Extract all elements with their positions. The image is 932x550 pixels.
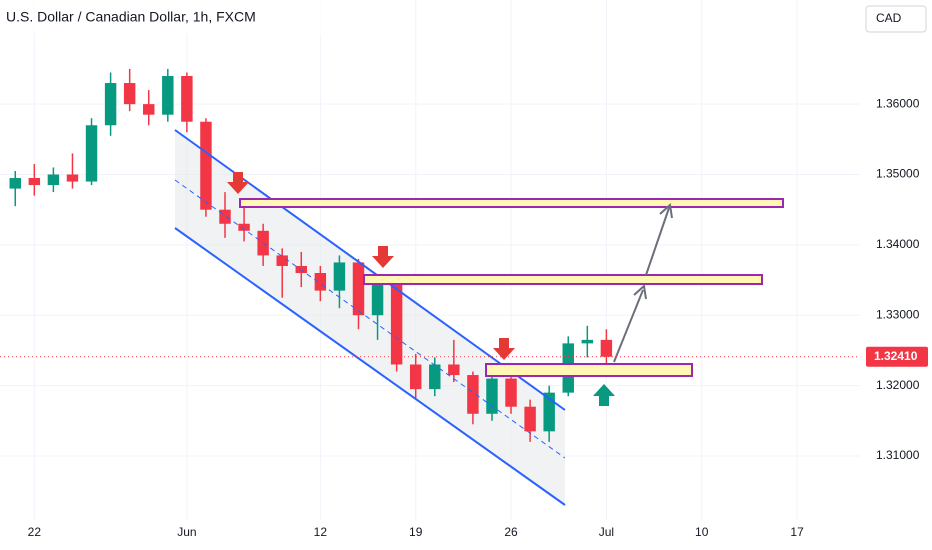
candle-body <box>448 364 460 376</box>
candle-body <box>66 174 79 182</box>
down-arrows <box>227 172 515 360</box>
channel-mid <box>174 179 566 459</box>
candle-body <box>9 178 21 189</box>
y-tick-label: 1.33000 <box>876 307 920 321</box>
candle-body <box>505 378 517 407</box>
chart-title: U.S. Dollar / Canadian Dollar, 1h, FXCM <box>6 9 256 25</box>
x-tick-label: 22 <box>28 525 42 539</box>
zone <box>363 274 763 285</box>
candle-body <box>467 375 479 414</box>
y-tick-label: 1.34000 <box>876 237 920 251</box>
channel-lower <box>174 227 566 506</box>
y-tick-label: 1.32000 <box>876 378 920 392</box>
candle-body <box>524 406 536 432</box>
candle-body <box>371 283 384 316</box>
candle-body <box>123 83 136 105</box>
currency-box[interactable] <box>865 5 927 33</box>
x-tick-label: 17 <box>790 525 804 539</box>
last-price-label: 1.32410 <box>874 349 918 363</box>
candle-body <box>600 339 613 357</box>
x-tick-label: 19 <box>409 525 423 539</box>
candle-body <box>409 364 422 390</box>
candle-body <box>486 378 498 414</box>
candle-body <box>429 364 441 390</box>
candle-body <box>333 262 346 291</box>
projection-arrows <box>613 203 673 363</box>
candle-body <box>352 262 365 316</box>
y-tick-label: 1.36000 <box>876 96 920 110</box>
candle-body <box>219 209 231 224</box>
x-tick-label: 26 <box>504 525 518 539</box>
x-tick-label: Jun <box>177 525 196 539</box>
candle-body <box>390 283 403 365</box>
last-price-box <box>866 346 928 367</box>
candle-body <box>543 392 555 432</box>
candle-body <box>143 104 155 115</box>
candle-body <box>85 125 98 182</box>
candle-body <box>181 75 193 122</box>
candle-body <box>581 339 594 344</box>
candle-body <box>276 255 288 266</box>
candle-body <box>314 273 327 291</box>
candle-body <box>47 174 60 186</box>
candle-body <box>200 121 212 210</box>
candle-body <box>162 75 174 115</box>
candle-body <box>104 83 117 126</box>
zone <box>485 363 693 377</box>
candle-body <box>238 223 250 231</box>
axes: 1.31000 1.32000 1.33000 1.34000 1.35000 1.360… <box>0 96 928 539</box>
x-tick-label: 12 <box>314 525 328 539</box>
up-arrow <box>593 384 615 406</box>
y-tick-label: 1.35000 <box>876 167 920 181</box>
currency: CAD <box>876 11 902 25</box>
x-tick-label: Jul <box>599 525 614 539</box>
candle-body <box>28 178 41 186</box>
zone <box>239 198 784 208</box>
title-bg <box>0 0 370 34</box>
x-tick-label: 10 <box>695 525 709 539</box>
y-tick-label: 1.31000 <box>876 448 920 462</box>
